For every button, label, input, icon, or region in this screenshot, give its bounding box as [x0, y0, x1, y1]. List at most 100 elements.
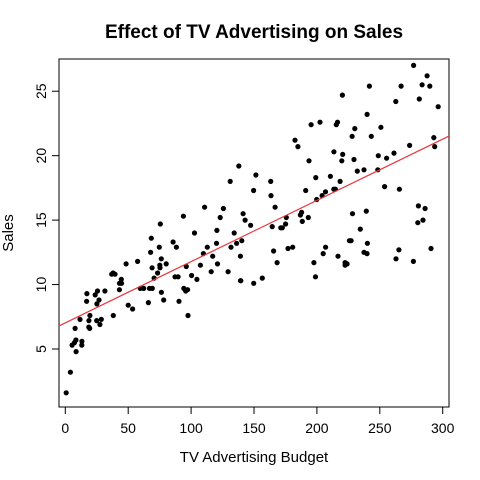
- data-point: [415, 220, 421, 226]
- data-point: [72, 325, 78, 331]
- data-point: [158, 289, 164, 295]
- data-point: [366, 83, 372, 89]
- data-point: [274, 260, 280, 266]
- data-point: [158, 256, 164, 262]
- data-point: [173, 244, 179, 250]
- data-point: [194, 276, 200, 282]
- data-point: [285, 245, 291, 252]
- data-point: [155, 270, 161, 276]
- data-point: [283, 221, 289, 227]
- data-point: [322, 189, 329, 195]
- data-point: [238, 278, 244, 284]
- data-point: [349, 133, 355, 139]
- data-point: [396, 247, 402, 253]
- data-point: [308, 122, 314, 128]
- data-point: [317, 119, 323, 125]
- data-point: [393, 256, 399, 262]
- data-point: [130, 306, 136, 312]
- data-point: [170, 239, 176, 245]
- data-point: [339, 92, 345, 98]
- data-point: [220, 205, 226, 212]
- data-point: [242, 217, 248, 223]
- data-point: [227, 178, 233, 184]
- data-point: [231, 230, 237, 236]
- data-point: [348, 238, 354, 244]
- data-point: [382, 184, 388, 190]
- data-point: [313, 175, 319, 181]
- data-point: [398, 83, 404, 89]
- data-point: [118, 280, 125, 286]
- data-point: [361, 167, 367, 173]
- data-point: [234, 240, 240, 246]
- data-point: [349, 211, 356, 217]
- data-point: [334, 119, 341, 125]
- data-point: [407, 142, 413, 148]
- data-point: [339, 158, 345, 164]
- data-point: [79, 342, 85, 348]
- data-point: [344, 261, 350, 267]
- data-point: [92, 292, 98, 298]
- x-tick-label: 200: [305, 420, 329, 436]
- data-point: [197, 262, 203, 268]
- data-point: [427, 83, 433, 89]
- data-point: [268, 193, 274, 199]
- data-point: [432, 144, 438, 150]
- data-point: [354, 168, 360, 174]
- data-point: [364, 251, 370, 257]
- data-point: [337, 178, 343, 184]
- y-tick-label: 5: [33, 345, 49, 353]
- data-point: [156, 244, 162, 250]
- x-tick-label: 150: [242, 420, 266, 436]
- data-point: [94, 318, 100, 324]
- data-point: [63, 390, 69, 396]
- data-point: [204, 244, 210, 250]
- data-point: [185, 312, 191, 319]
- data-point: [237, 253, 243, 259]
- data-point: [185, 287, 191, 293]
- data-point: [116, 287, 122, 293]
- data-point: [384, 155, 390, 161]
- data-point: [320, 251, 326, 257]
- data-points: [63, 62, 441, 396]
- data-point: [87, 312, 93, 319]
- data-point: [292, 137, 298, 143]
- data-point: [217, 214, 223, 221]
- regression-line-layer: [58, 135, 450, 327]
- data-point: [259, 275, 265, 281]
- data-point: [410, 258, 416, 264]
- data-point: [335, 253, 341, 259]
- data-point: [189, 272, 195, 279]
- data-point: [431, 135, 437, 141]
- data-point: [269, 224, 275, 230]
- chart-title: Effect of TV Advertising on Sales: [105, 22, 403, 43]
- data-point: [213, 240, 220, 246]
- data-point: [428, 245, 434, 252]
- data-point: [306, 158, 312, 164]
- data-point: [225, 269, 231, 275]
- data-point: [236, 163, 242, 169]
- x-tick-label: 300: [431, 420, 455, 436]
- data-point: [228, 244, 234, 250]
- data-point: [272, 204, 278, 210]
- data-point: [79, 338, 85, 344]
- data-point: [295, 144, 301, 150]
- data-point: [141, 285, 147, 291]
- data-point: [393, 98, 399, 105]
- data-point: [327, 173, 333, 179]
- data-point: [416, 96, 422, 102]
- data-point: [391, 150, 397, 156]
- data-point: [180, 213, 186, 219]
- data-point: [149, 265, 155, 271]
- data-point: [422, 205, 428, 212]
- data-point: [368, 133, 374, 139]
- data-point: [145, 300, 151, 306]
- y-tick-label: 20: [33, 148, 49, 164]
- data-point: [67, 369, 73, 375]
- data-point: [202, 204, 208, 210]
- data-point: [352, 126, 358, 132]
- data-point: [415, 203, 421, 209]
- data-point: [84, 298, 90, 304]
- data-point: [239, 238, 245, 244]
- data-point: [97, 321, 103, 328]
